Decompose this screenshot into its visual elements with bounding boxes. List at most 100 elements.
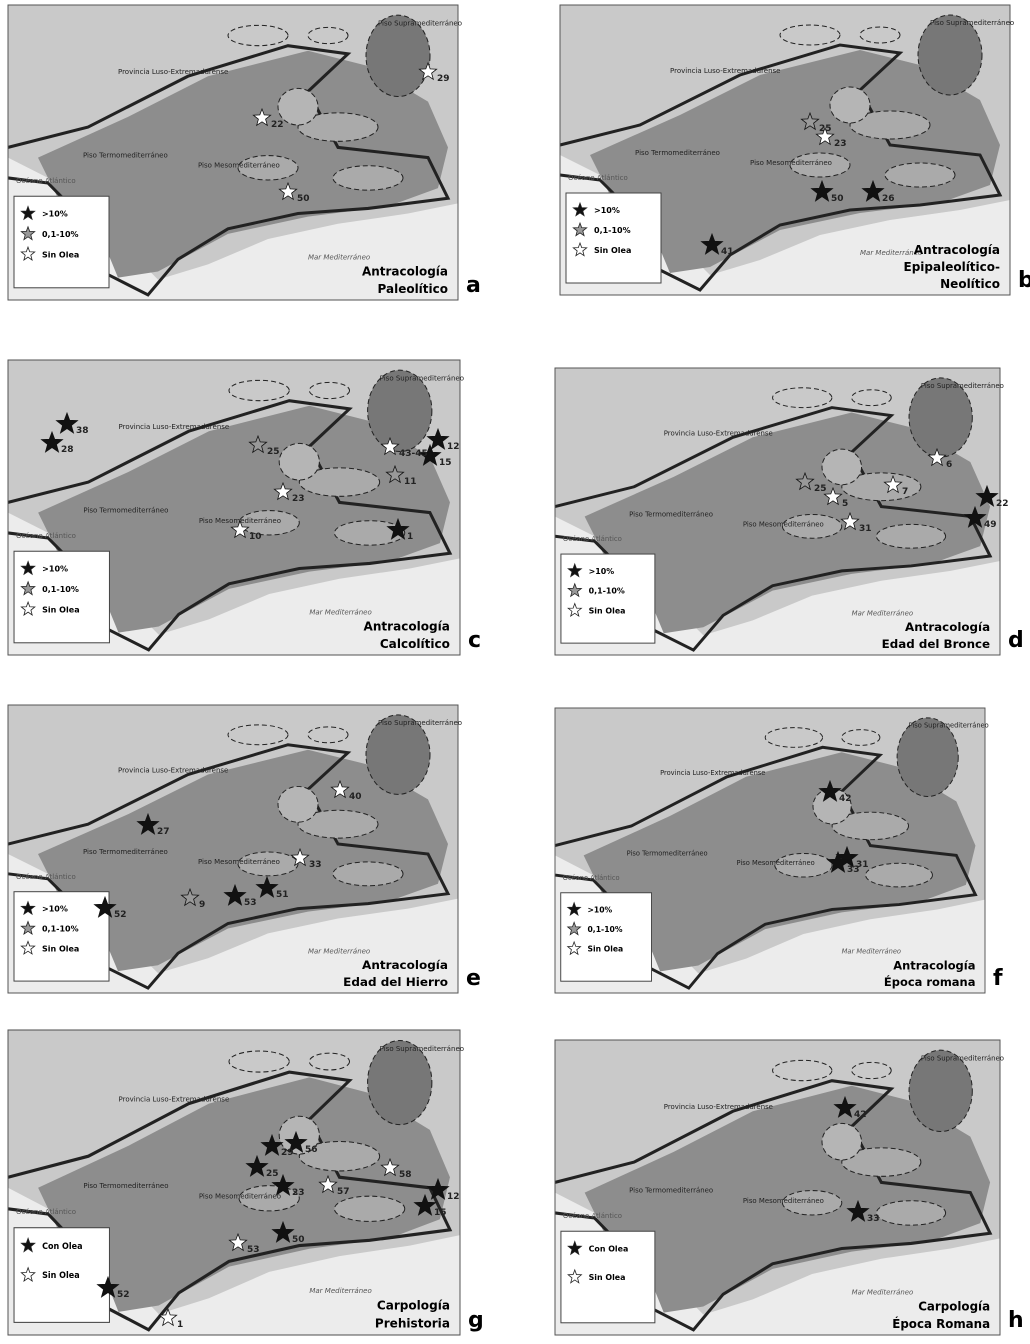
- map-label: Piso Termomediterráneo: [83, 151, 168, 160]
- map-label: Mar Mediterráneo: [852, 1287, 914, 1296]
- site-label: 26: [882, 194, 895, 204]
- site-label: 10: [249, 532, 262, 542]
- legend-label: 0,1-10%: [42, 924, 79, 933]
- site-label: 43-45: [399, 449, 428, 459]
- legend-label: >10%: [42, 210, 68, 219]
- map-label: Océano Atlántico: [16, 1207, 76, 1216]
- panel-letter: g: [468, 1308, 484, 1333]
- map-label: Provincia Luso-Extremadurense: [118, 1094, 229, 1103]
- map-label: Piso Supramediterráneo: [378, 18, 462, 27]
- map-label: Piso Mesomediterráneo: [199, 1191, 281, 1200]
- site-label: 38: [76, 426, 89, 436]
- site-label: 9: [199, 900, 205, 910]
- page: Provincia Luso-Extremadurense Piso Termom…: [0, 0, 1030, 1344]
- panel-letter: h: [1008, 1308, 1024, 1333]
- map-label: Piso Termomediterráneo: [83, 1181, 168, 1190]
- site-label: 29: [437, 74, 450, 84]
- map-label: Piso Termomediterráneo: [83, 848, 168, 856]
- site-label: 22: [271, 120, 284, 130]
- site-label: 25: [267, 447, 280, 457]
- panel-title: Edad del Bronce: [882, 637, 990, 651]
- map-label: Provincia Luso-Extremadurense: [664, 1102, 773, 1111]
- legend-label: Sin Olea: [594, 246, 631, 255]
- site-label: 53: [244, 898, 257, 908]
- legend-label: Con Olea: [42, 1241, 82, 1251]
- map-label: Piso Mesomediterráneo: [198, 161, 280, 170]
- map-label: Mar Mediterráneo: [308, 252, 370, 261]
- legend-label: Sin Olea: [587, 945, 623, 954]
- map-label: Provincia Luso-Extremadurense: [118, 422, 229, 431]
- map-panel: Provincia Luso-ExtremadurensePiso Termom…: [560, 5, 1014, 295]
- map-label: Provincia Luso-Extremadurense: [118, 767, 228, 775]
- site-label: 56: [305, 1145, 318, 1155]
- legend-label: 0,1-10%: [587, 925, 622, 934]
- site-label: 40: [349, 792, 362, 802]
- panel-title: Antracología: [362, 958, 448, 972]
- map-label: Provincia Luso-Extremadurense: [670, 67, 781, 75]
- legend-label: >10%: [42, 564, 68, 574]
- site-label: 52: [114, 910, 127, 920]
- map-label: Piso Supramediterráneo: [921, 1053, 1004, 1062]
- map-label: Mar Mediterráneo: [309, 607, 371, 616]
- map-panel: Provincia Luso-Extremadurense Piso Termom…: [555, 1040, 1004, 1335]
- map-label: Piso Mesomediterráneo: [198, 858, 280, 866]
- panel-title: Epipaleolítico-: [904, 260, 1001, 274]
- map-label: Piso Termomediterráneo: [629, 1185, 713, 1194]
- panel-letter: b: [1018, 268, 1030, 293]
- panel-title: Carpología: [918, 1299, 990, 1313]
- panel-title: Carpología: [377, 1299, 450, 1313]
- map-label: Provincia Luso-Extremadurense: [118, 67, 228, 76]
- map-label: Piso Supramediterráneo: [380, 373, 464, 382]
- map-label: Océano Atlántico: [16, 531, 76, 540]
- map-label: Océano Atlántico: [563, 535, 622, 543]
- panel-letter: a: [466, 273, 481, 298]
- site-label: 29: [281, 1148, 294, 1158]
- site-label: 52: [117, 1290, 130, 1300]
- site-label: 33: [309, 860, 322, 870]
- panel-title: Antracología: [893, 958, 975, 972]
- map-label: Mar Mediterráneo: [842, 948, 901, 956]
- panel-title: Antracología: [362, 264, 448, 278]
- map-label: Piso Termomediterráneo: [629, 510, 713, 518]
- legend-label: 0,1-10%: [594, 226, 631, 235]
- map-panel: Provincia Luso-Extremadurense Piso Termom…: [8, 705, 462, 993]
- map-panel: Provincia Luso-Extremadurense Piso Termom…: [8, 1030, 464, 1335]
- map-label: Provincia Luso-Extremadurense: [664, 429, 773, 437]
- legend-label: 0,1-10%: [589, 587, 625, 596]
- map-label: Océano Atlántico: [568, 174, 628, 182]
- figure: Provincia Luso-Extremadurense Piso Termom…: [0, 0, 1030, 1340]
- map-label: Océano Atlántico: [563, 874, 620, 882]
- site-label: 25: [266, 1169, 279, 1179]
- site-label: 23: [292, 494, 305, 504]
- map-label: Piso Mesomediterráneo: [750, 159, 832, 167]
- site-label: 6: [946, 460, 952, 470]
- site-label: 42: [839, 794, 852, 804]
- site-label: 53: [247, 1245, 260, 1255]
- map-label: Piso Mesomediterráneo: [737, 859, 815, 867]
- map-label: Piso Supramediterráneo: [930, 19, 1014, 27]
- map-label: Piso Supramediterráneo: [909, 722, 989, 730]
- site-label: 31: [859, 524, 872, 534]
- legend-label: Con Olea: [589, 1244, 629, 1253]
- panel-title: Época romana: [884, 974, 976, 989]
- panel-title: Paleolítico: [378, 282, 448, 296]
- site-label: 51: [276, 890, 289, 900]
- panel-title: Edad del Hierro: [343, 975, 448, 989]
- site-label: 41: [721, 247, 734, 257]
- map-panel: Provincia Luso-Extremadurense Piso Termom…: [8, 5, 462, 300]
- legend-label: Sin Olea: [42, 944, 79, 953]
- legend-label: >10%: [594, 206, 620, 215]
- legend-label: >10%: [589, 567, 615, 576]
- panel-title: Época Romana: [892, 1316, 990, 1331]
- legend-label: Sin Olea: [589, 1273, 626, 1282]
- site-label: 25: [814, 484, 827, 494]
- site-label: 5: [842, 499, 848, 509]
- legend-label: >10%: [42, 905, 68, 914]
- legend-label: Sin Olea: [42, 250, 79, 259]
- legend-label: 0,1-10%: [42, 230, 79, 239]
- map-label: Piso Termomediterráneo: [83, 506, 168, 515]
- map-label: Piso Supramediterráneo: [921, 382, 1004, 390]
- map-label: Mar Mediterráneo: [852, 609, 913, 617]
- map-label: Océano Atlántico: [16, 873, 76, 881]
- site-label: 27: [157, 827, 170, 837]
